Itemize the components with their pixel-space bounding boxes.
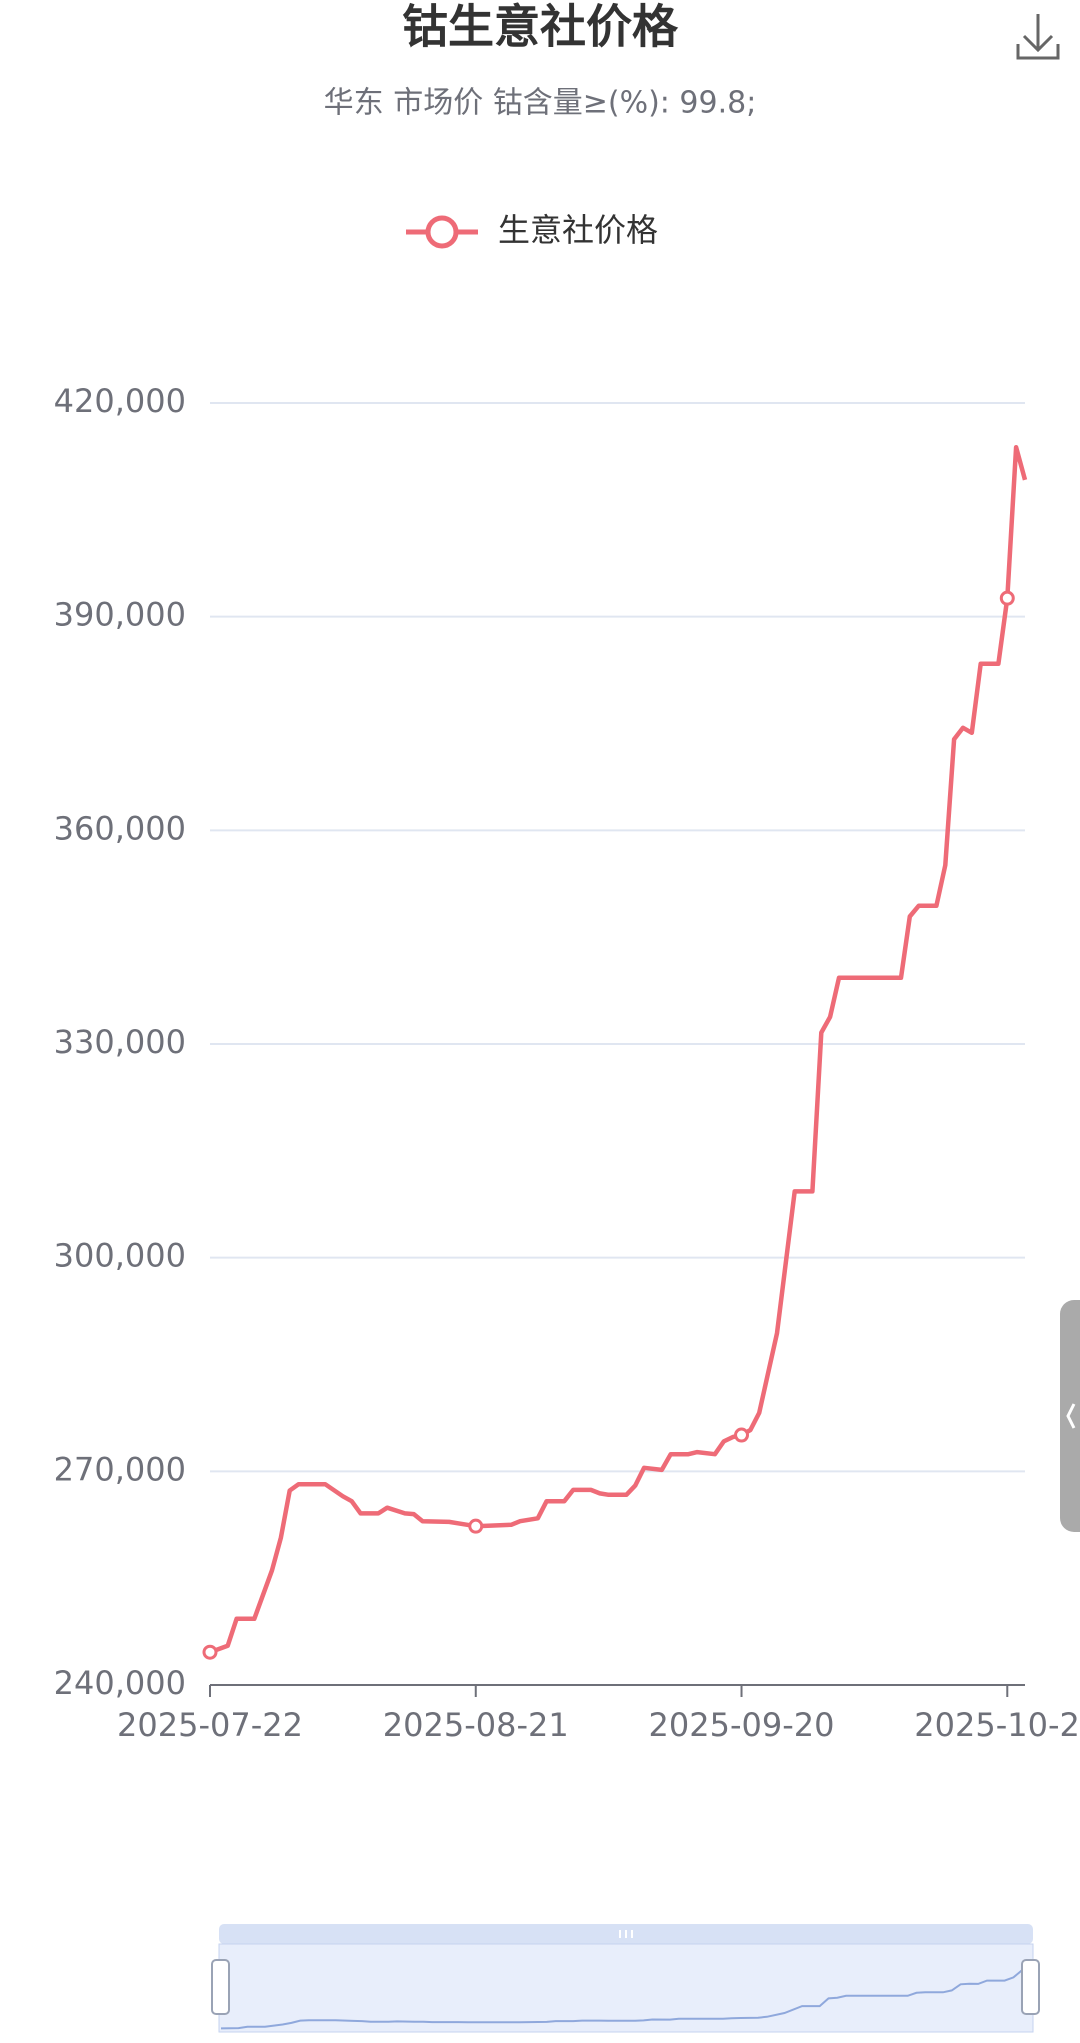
side-tab-arrow bbox=[1066, 1403, 1076, 1429]
y-tick-label: 390,000 bbox=[54, 596, 186, 634]
side-tab[interactable] bbox=[1060, 1300, 1080, 1532]
legend-label: 生意社价格 bbox=[498, 211, 658, 249]
point bbox=[202, 1644, 218, 1660]
download-tray bbox=[1016, 44, 1060, 60]
side-tab-bg bbox=[1060, 1300, 1080, 1532]
x-tick-label: 2025-07-22 bbox=[117, 1706, 303, 1744]
line bbox=[209, 444, 1028, 1655]
y-tick-label: 300,000 bbox=[54, 1237, 186, 1275]
point bbox=[734, 1427, 750, 1443]
x-tick-label: 2025-10-20 bbox=[914, 1706, 1080, 1744]
zoom-grip bbox=[619, 1930, 633, 1938]
data-zoom[interactable] bbox=[211, 1924, 1040, 2033]
zoom-preview bbox=[220, 1969, 1032, 2030]
x-tick-label: 2025-08-21 bbox=[383, 1706, 569, 1744]
zoom-right-handle[interactable] bbox=[1021, 1959, 1040, 2015]
point bbox=[999, 590, 1015, 606]
chart-subtitle: 华东 市场价 钴含量≥(%): 99.8; bbox=[324, 86, 757, 121]
chart-title: 钴生意社价格 bbox=[402, 0, 679, 54]
download-button[interactable] bbox=[1016, 14, 1060, 60]
zoom-left-handle[interactable] bbox=[211, 1959, 230, 2015]
y-tick-label: 360,000 bbox=[54, 809, 186, 847]
y-tick-label: 270,000 bbox=[54, 1450, 186, 1488]
zoom-preview-line bbox=[220, 1969, 1032, 2030]
x-tick-label: 2025-09-20 bbox=[649, 1706, 835, 1744]
download-arrow bbox=[1022, 14, 1054, 53]
zoom-window bbox=[218, 1943, 1034, 2033]
y-tick-label: 420,000 bbox=[54, 382, 186, 420]
point bbox=[468, 1518, 484, 1534]
legend-marker bbox=[425, 215, 459, 249]
y-tick-label: 240,000 bbox=[54, 1664, 186, 1702]
y-tick-label: 330,000 bbox=[54, 1023, 186, 1061]
